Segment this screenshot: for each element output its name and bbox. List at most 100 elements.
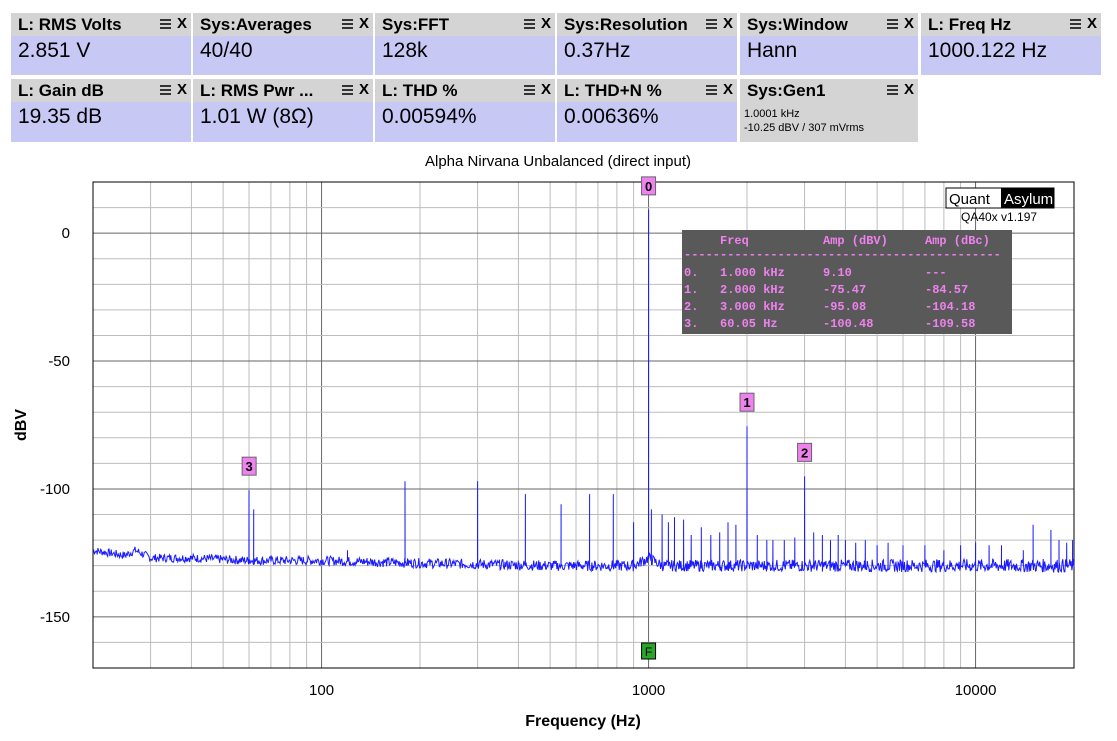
marker-label: 0 [645,179,652,194]
panel-9[interactable]: L: THD+N % X 0.00636% [557,79,737,142]
panel-value-area: 0.37Hz [557,36,737,75]
gen-level: -10.25 dBV / 307 mVrms [744,122,865,134]
panel-3[interactable]: Sys:Resolution X 0.37Hz [557,13,737,75]
panel-header: L: RMS Volts X [11,13,191,36]
panel-value: 1000.122 Hz [928,39,1048,62]
table-header: Amp (dBc) [925,234,990,248]
gen-frequency: 1.0001 kHz [744,108,800,120]
panel-header: Sys:Resolution X [557,13,737,36]
table-cell: -100.48 [823,317,873,331]
panel-4[interactable]: Sys:Window X Hann [740,13,918,75]
close-icon[interactable]: X [358,15,369,32]
panel-6[interactable]: L: Gain dB X 19.35 dB [11,79,191,142]
panel-title: Sys:FFT [382,15,450,34]
panel-1[interactable]: Sys:Averages X 40/40 [193,13,373,75]
panel-header: Sys:FFT X [375,13,555,36]
close-icon[interactable]: X [540,15,551,32]
panel-title: L: RMS Volts [18,15,122,34]
panel-2[interactable]: Sys:FFT X 128k [375,13,555,75]
table-cell: 9.10 [823,266,852,280]
harmonic-marker-1[interactable]: 1 [739,392,755,412]
x-tick-label: 1000 [632,682,665,699]
panel-title: L: Gain dB [18,81,104,100]
table-cell: 2. [684,300,698,314]
close-icon[interactable]: X [176,15,187,32]
fundamental-marker-label: F [645,645,652,659]
logo-left: Quant [949,191,991,208]
x-tick-label: 100 [309,682,334,699]
panel-value-area: 1.01 W (8Ω) [193,102,373,142]
panel-value: 2.851 V [18,39,91,62]
y-tick-label: 0 [62,225,70,242]
spectrum-trace [92,209,1075,574]
panel-value-area: 0.00594% [375,102,555,142]
marker-box [739,392,755,412]
x-tick-label: 10000 [955,682,997,699]
panel-value: 0.00594% [382,105,477,128]
table-cell: 2.000 kHz [720,283,785,297]
axis-ticks: 100 1000 10000 0 -50 -100 -150 [40,225,996,699]
harmonic-markers: 0 1 2 3 F [241,176,813,660]
panel-7[interactable]: L: RMS Pwr ... X 1.01 W (8Ω) [193,79,373,142]
hamburger-icon[interactable] [887,85,898,96]
table-cell: 3.000 kHz [720,300,785,314]
panel-value: Hann [747,39,798,62]
hamburger-icon[interactable] [160,85,171,96]
quantasylum-logo: Quant Asylum [945,187,1055,209]
harmonic-marker-2[interactable]: 2 [797,442,813,462]
fundamental-marker[interactable]: F [641,642,657,660]
hamburger-icon[interactable] [1070,19,1081,30]
x-axis-label: Frequency (Hz) [525,713,641,730]
y-tick-label: -150 [40,609,70,626]
table-cell: 1. [684,283,698,297]
plot-frame [92,181,1075,669]
table-cell: -75.47 [823,283,866,297]
panel-title: Sys:Averages [200,15,312,34]
panel-value-area: 19.35 dB [11,102,191,142]
hamburger-icon[interactable] [524,19,535,30]
panel-0[interactable]: L: RMS Volts X 2.851 V [11,13,191,75]
hamburger-icon[interactable] [887,19,898,30]
marker-label: 3 [246,459,253,474]
table-divider: ----------------------------------------… [684,248,1001,262]
panel-5[interactable]: L: Freq Hz X 1000.122 Hz [921,13,1101,75]
table-cell: -104.18 [925,300,975,314]
panel-value: 128k [382,39,428,62]
table-cell: 60.05 Hz [720,317,778,331]
y-tick-label: -100 [40,481,70,498]
hamburger-icon[interactable] [342,19,353,30]
panel-header: Sys:Averages X [193,13,373,36]
close-icon[interactable]: X [903,81,914,98]
panel-value-area: 0.00636% [557,102,737,142]
close-icon[interactable]: X [722,15,733,32]
panel-title: L: RMS Pwr ... [200,81,314,100]
panel-header: L: Freq Hz X [921,13,1101,36]
close-icon[interactable]: X [903,15,914,32]
panel-header: L: Gain dB X [11,79,191,102]
hamburger-icon[interactable] [706,85,717,96]
table-cell: -109.58 [925,317,975,331]
table-cell: 1.000 kHz [720,266,785,280]
table-cell: -84.57 [925,283,968,297]
table-header: Freq [720,234,749,248]
panel-header: Sys:Window X [740,13,918,36]
hamburger-icon[interactable] [524,85,535,96]
panel-value: 19.35 dB [18,105,103,128]
panel-value-area: 2.851 V [11,36,191,75]
close-icon[interactable]: X [722,81,733,98]
hamburger-icon[interactable] [342,85,353,96]
close-icon[interactable]: X [540,81,551,98]
close-icon[interactable]: X [358,81,369,98]
hamburger-icon[interactable] [160,19,171,30]
close-icon[interactable]: X [176,81,187,98]
fundamental-marker-box [641,642,657,660]
panel-8[interactable]: L: THD % X 0.00594% [375,79,555,142]
harmonic-marker-3[interactable]: 3 [241,456,257,476]
harmonic-marker-0[interactable]: 0 [641,176,657,196]
table-header: Amp (dBV) [823,234,888,248]
hamburger-icon[interactable] [706,19,717,30]
logo-right: Asylum [1004,191,1053,208]
panel-10[interactable]: Sys:Gen1 X 1.0001 kHz -10.25 dBV / 307 mVrm… [740,79,918,142]
close-icon[interactable]: X [1086,15,1097,32]
